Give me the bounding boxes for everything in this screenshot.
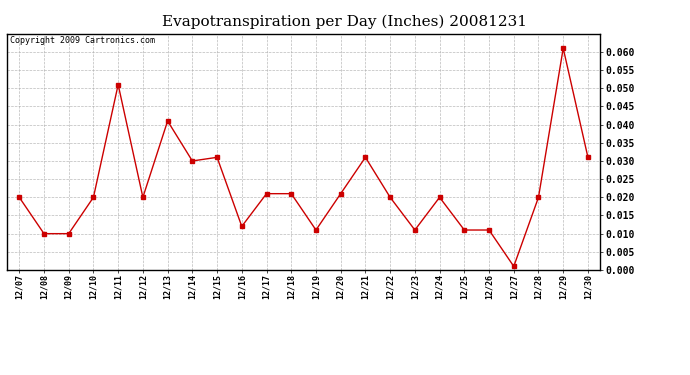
Text: Evapotranspiration per Day (Inches) 20081231: Evapotranspiration per Day (Inches) 2008…	[163, 15, 527, 29]
Text: Copyright 2009 Cartronics.com: Copyright 2009 Cartronics.com	[10, 36, 155, 45]
